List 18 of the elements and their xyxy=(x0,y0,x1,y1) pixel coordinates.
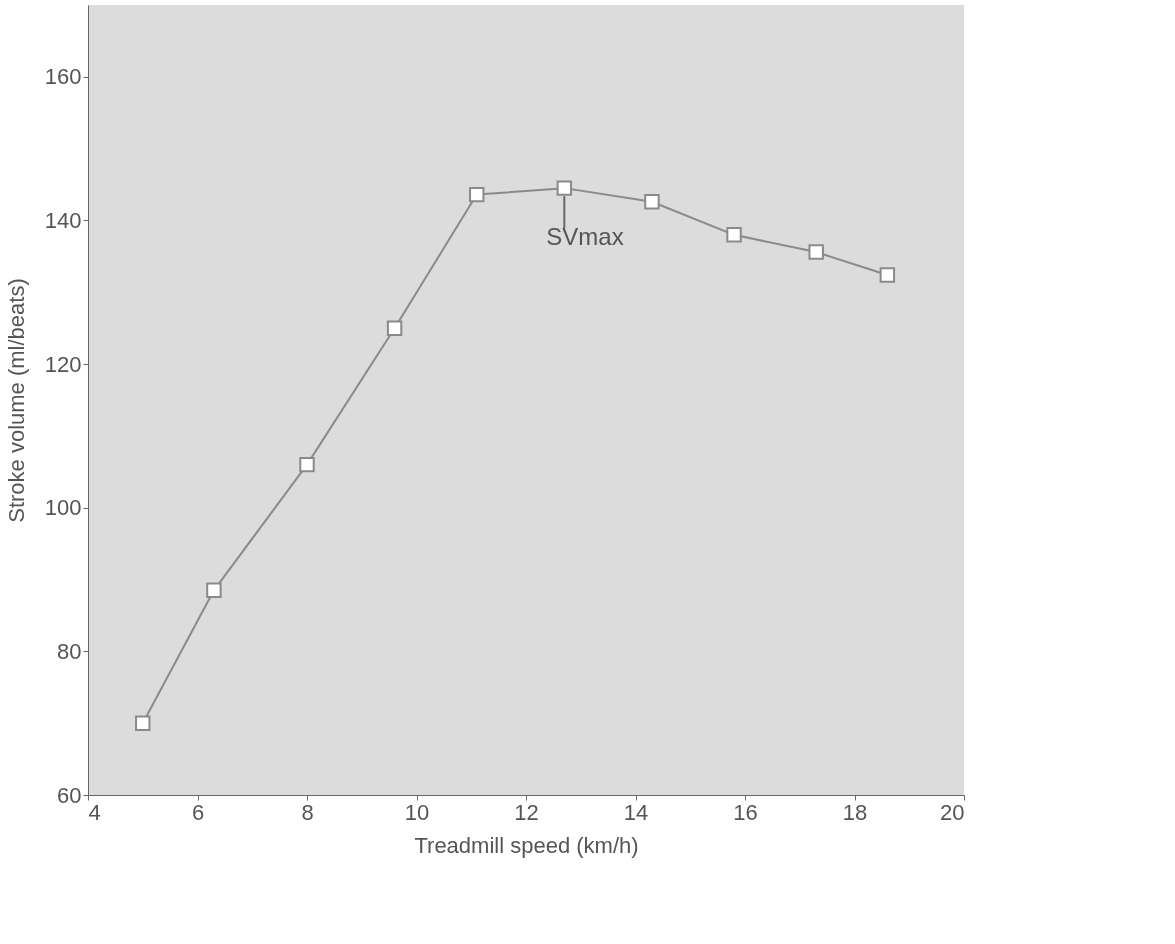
x-tick-label: 10 xyxy=(404,799,430,825)
x-tick-label: 4 xyxy=(88,799,101,825)
y-axis-title: Stroke volume (ml/beats) xyxy=(3,278,29,523)
x-tick-label: 6 xyxy=(191,799,205,825)
x-tick-label: 8 xyxy=(301,799,314,825)
x-axis-title: Treadmill speed (km/h) xyxy=(414,832,639,858)
y-tick-label: 60 xyxy=(57,782,82,808)
annotation: SVmax xyxy=(546,223,624,251)
y-tick-label: 80 xyxy=(57,638,82,664)
x-tick-label: 18 xyxy=(842,799,868,825)
y-tick-label: 100 xyxy=(44,495,82,521)
y-tick-label: 140 xyxy=(44,207,82,233)
y-tick-label: 120 xyxy=(44,351,82,377)
x-tick-label: 20 xyxy=(940,799,965,825)
x-tick-label: 12 xyxy=(514,799,539,825)
y-tick-label: 160 xyxy=(44,64,82,90)
x-tick-label: 16 xyxy=(733,799,758,825)
x-tick-label: 14 xyxy=(623,799,649,825)
